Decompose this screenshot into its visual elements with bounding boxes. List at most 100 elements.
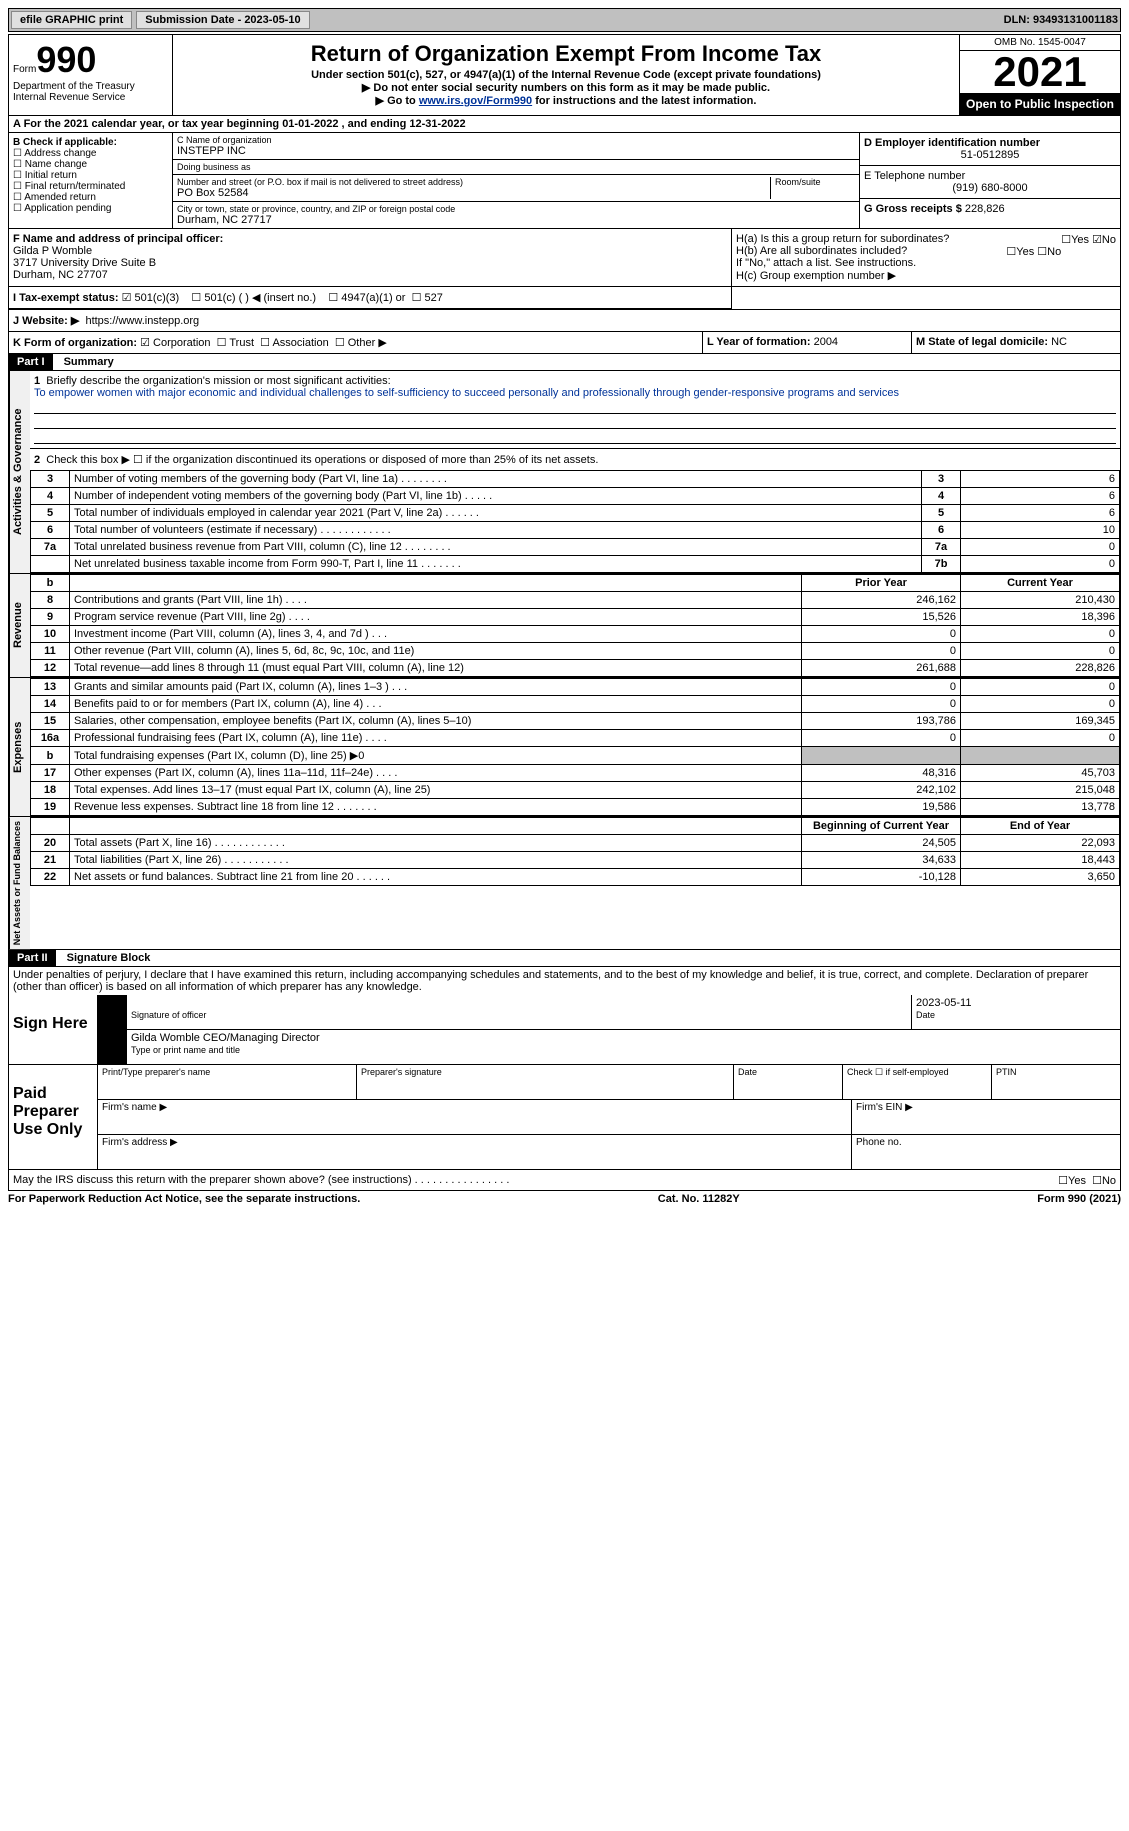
line-desc: Total liabilities (Part X, line 26) . . …: [70, 852, 802, 869]
prior-val: 19,586: [802, 799, 961, 816]
principal-officer: F Name and address of principal officer:…: [9, 229, 732, 286]
line-desc: Other expenses (Part IX, column (A), lin…: [70, 765, 802, 782]
sig-date: 2023-05-11: [916, 997, 971, 1009]
part2-header: Part II: [9, 950, 56, 966]
revenue-block: Revenue bPrior YearCurrent Year8Contribu…: [8, 574, 1121, 678]
status-4947: 4947(a)(1) or: [341, 292, 405, 304]
form-header: Form990 Department of the Treasury Inter…: [8, 34, 1121, 116]
current-val: 0: [961, 679, 1120, 696]
col-current: Current Year: [961, 575, 1120, 592]
b-label: B Check if applicable:: [13, 137, 168, 148]
prior-val: 0: [802, 679, 961, 696]
firm-addr-label: Firm's address ▶: [98, 1135, 852, 1169]
year-box: OMB No. 1545-0047 2021 Open to Public In…: [960, 35, 1120, 115]
current-val: 18,396: [961, 609, 1120, 626]
line-box: 6: [922, 522, 961, 539]
end-val: 18,443: [961, 852, 1120, 869]
status-527: 527: [424, 292, 442, 304]
firm-name-label: Firm's name ▶: [98, 1100, 852, 1134]
self-emp-label: Check ☐ if self-employed: [843, 1065, 992, 1099]
form-title: Return of Organization Exempt From Incom…: [179, 41, 953, 67]
irs-link[interactable]: www.irs.gov/Form990: [419, 95, 532, 107]
section-h: H(a) Is this a group return for subordin…: [732, 229, 1120, 286]
current-val: 169,345: [961, 713, 1120, 730]
city-row: City or town, state or province, country…: [173, 202, 859, 228]
cb-address-change[interactable]: ☐ Address change: [13, 148, 168, 159]
cb-pending[interactable]: ☐ Application pending: [13, 203, 168, 214]
org-name-row: C Name of organization INSTEPP INC: [173, 133, 859, 160]
efile-print-button[interactable]: efile GRAPHIC print: [11, 11, 132, 29]
website-row: J Website: ▶ https://www.instepp.org: [8, 310, 1121, 332]
opt-amended: Amended return: [24, 192, 96, 203]
cb-initial[interactable]: ☐ Initial return: [13, 170, 168, 181]
line-num: 4: [31, 488, 70, 505]
current-val: 45,703: [961, 765, 1120, 782]
line-num: [31, 556, 70, 573]
line-desc: Investment income (Part VIII, column (A)…: [70, 626, 802, 643]
prep-sig-label: Preparer's signature: [357, 1065, 734, 1099]
line-num: 7a: [31, 539, 70, 556]
cb-amended[interactable]: ☐ Amended return: [13, 192, 168, 203]
line-num: 16a: [31, 730, 70, 747]
cb-name-change[interactable]: ☐ Name change: [13, 159, 168, 170]
expenses-table: 13Grants and similar amounts paid (Part …: [30, 678, 1120, 816]
netassets-block: Net Assets or Fund Balances Beginning of…: [8, 817, 1121, 950]
officer-city: Durham, NC 27707: [13, 269, 727, 281]
line-num: 11: [31, 643, 70, 660]
addr-label: Number and street (or P.O. box if mail i…: [177, 177, 770, 187]
f-label: F Name and address of principal officer:: [13, 233, 727, 245]
ein: 51-0512895: [864, 149, 1116, 161]
row-fh: F Name and address of principal officer:…: [8, 229, 1121, 287]
officer-sig-cell: Signature of officer: [127, 995, 912, 1029]
opt-name: Name change: [25, 159, 87, 170]
line-desc: Total expenses. Add lines 13–17 (must eq…: [70, 782, 802, 799]
perjury-declaration: Under penalties of perjury, I declare th…: [8, 967, 1121, 995]
line-box: 3: [922, 471, 961, 488]
paid-preparer-label: Paid Preparer Use Only: [9, 1065, 98, 1169]
line-desc: Other revenue (Part VIII, column (A), li…: [70, 643, 802, 660]
l-label: L Year of formation:: [707, 336, 811, 348]
section-a: A For the 2021 calendar year, or tax yea…: [8, 116, 1121, 133]
line-num: 19: [31, 799, 70, 816]
prior-val: 261,688: [802, 660, 961, 677]
line-num: 10: [31, 626, 70, 643]
line-box: 7a: [922, 539, 961, 556]
gross-label: G Gross receipts $: [864, 203, 962, 215]
line-num: 15: [31, 713, 70, 730]
date-label: Date: [916, 1010, 935, 1020]
line-num: 13: [31, 679, 70, 696]
m-val: NC: [1051, 336, 1067, 348]
yes-label: Yes: [1068, 1175, 1086, 1187]
prior-val: 193,786: [802, 713, 961, 730]
revenue-table: bPrior YearCurrent Year8Contributions an…: [30, 574, 1120, 677]
paid-preparer-block: Paid Preparer Use Only Print/Type prepar…: [8, 1065, 1121, 1170]
cb-final[interactable]: ☐ Final return/terminated: [13, 181, 168, 192]
subtitle-3: ▶ Go to www.irs.gov/Form990 for instruct…: [179, 94, 953, 107]
summary-block: Activities & Governance 1 Briefly descri…: [8, 371, 1121, 574]
governance-table: 3Number of voting members of the governi…: [30, 470, 1120, 573]
hb-note: If "No," attach a list. See instructions…: [736, 257, 1116, 269]
k-trust: Trust: [229, 337, 254, 349]
status-501c: 501(c) ( ) ◀ (insert no.): [204, 292, 316, 304]
line-desc: Program service revenue (Part VIII, line…: [70, 609, 802, 626]
sub3-post: for instructions and the latest informat…: [532, 95, 756, 107]
dba-row: Doing business as: [173, 160, 859, 175]
hb-label: H(b) Are all subordinates included?: [736, 245, 907, 257]
year-formation: L Year of formation: 2004: [703, 332, 912, 353]
preparer-content: Print/Type preparer's name Preparer's si…: [98, 1065, 1120, 1169]
typed-officer-name: Gilda Womble CEO/Managing Director: [131, 1032, 320, 1044]
discuss-text: May the IRS discuss this return with the…: [13, 1174, 509, 1186]
prep-name-label: Print/Type preparer's name: [98, 1065, 357, 1099]
line-val: 6: [961, 488, 1120, 505]
hdr-blank: [70, 575, 802, 592]
line-desc: Total assets (Part X, line 16) . . . . .…: [70, 835, 802, 852]
line-val: 6: [961, 505, 1120, 522]
line-box: 5: [922, 505, 961, 522]
line-desc: Professional fundraising fees (Part IX, …: [70, 730, 802, 747]
ha-label: H(a) Is this a group return for subordin…: [736, 233, 949, 245]
ein-label: D Employer identification number: [864, 137, 1116, 149]
current-val: 0: [961, 643, 1120, 660]
line-val: 0: [961, 539, 1120, 556]
line-num: 18: [31, 782, 70, 799]
title-box: Return of Organization Exempt From Incom…: [173, 35, 960, 115]
